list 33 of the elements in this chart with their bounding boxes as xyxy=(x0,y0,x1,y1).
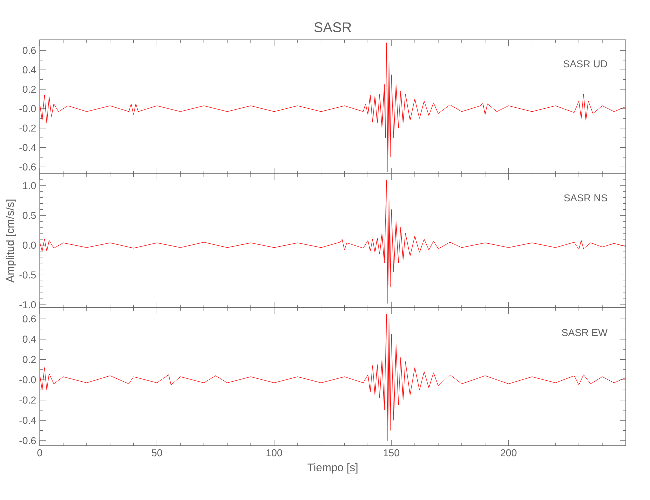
line-series xyxy=(40,180,626,304)
x-tick-label: 200 xyxy=(500,450,517,457)
y-tick-label: 0.6 xyxy=(22,47,36,54)
x-axis-title: Tiempo [s] xyxy=(308,463,358,474)
y-tick-label: -0.5 xyxy=(20,272,36,279)
y-tick-label: -0.6 xyxy=(20,437,36,444)
y-tick-label: 0.4 xyxy=(22,336,36,343)
y-tick-label: -1.0 xyxy=(20,301,36,309)
y-tick-label: -0.4 xyxy=(20,144,36,152)
y-tick-label: 0.4 xyxy=(22,66,36,74)
line-series xyxy=(40,314,626,442)
y-tick-label: -0.0 xyxy=(20,105,36,112)
y-tick-label: -0.4 xyxy=(20,417,36,424)
y-tick-label: -0.0 xyxy=(20,376,36,384)
x-tick-label: 50 xyxy=(152,450,162,457)
y-axis-title: Amplitud [cm/s/s] xyxy=(6,200,16,283)
y-tick-label: 0.0 xyxy=(22,242,36,249)
x-tick-label: 150 xyxy=(384,450,400,457)
y-tick-label: -0.2 xyxy=(20,396,36,404)
y-tick-label: 1.0 xyxy=(23,182,36,190)
y-tick-label: -0.2 xyxy=(20,124,36,132)
y-tick-label: 0.2 xyxy=(22,86,36,94)
annotation: SASR EW xyxy=(562,329,608,336)
x-tick-label: 0 xyxy=(38,450,42,457)
y-tick-label: 0.5 xyxy=(22,212,36,220)
x-tick-label: 100 xyxy=(266,450,282,457)
y-tick-label: 0.2 xyxy=(22,356,36,364)
line-series xyxy=(40,42,626,172)
annotation: SASR NS xyxy=(564,194,608,202)
y-tick-label: -0.6 xyxy=(20,164,36,171)
annotation: SASR UD xyxy=(564,60,608,68)
y-tick-label: 0.6 xyxy=(22,316,36,323)
chart-title: SASR xyxy=(314,22,352,32)
